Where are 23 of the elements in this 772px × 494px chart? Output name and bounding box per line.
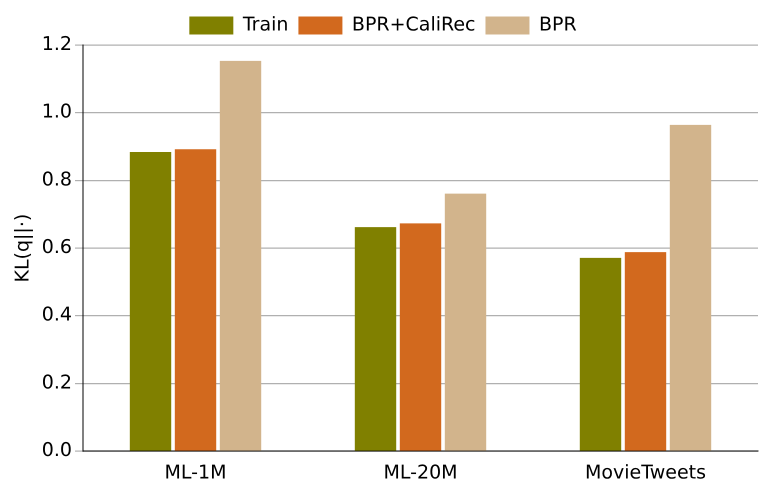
y-tick-label: 0.4	[42, 304, 72, 326]
y-tick-label: 1.2	[42, 32, 72, 55]
bar	[400, 223, 442, 451]
y-tick-label: 1.0	[42, 100, 72, 123]
bar	[130, 152, 172, 451]
bar	[580, 258, 622, 451]
bar	[174, 149, 216, 451]
y-tick-label: 0.2	[42, 371, 72, 394]
legend-label: BPR+CaliRec	[352, 13, 476, 36]
bar	[624, 252, 666, 451]
y-axis-title: KL(q||·)	[11, 214, 34, 282]
y-tick-label: 0.6	[42, 236, 72, 258]
legend-label: Train	[242, 13, 288, 36]
bar	[220, 60, 262, 451]
bar	[670, 124, 712, 451]
y-tick-label: 0.0	[42, 439, 72, 462]
bar	[354, 227, 396, 451]
bar	[444, 194, 486, 451]
legend-label: BPR	[538, 13, 577, 36]
x-tick-label: ML-1M	[164, 462, 227, 484]
y-tick-label: 0.8	[42, 168, 72, 190]
x-tick-label: ML-20M	[383, 462, 458, 484]
x-tick-label: MovieTweets	[585, 462, 706, 484]
